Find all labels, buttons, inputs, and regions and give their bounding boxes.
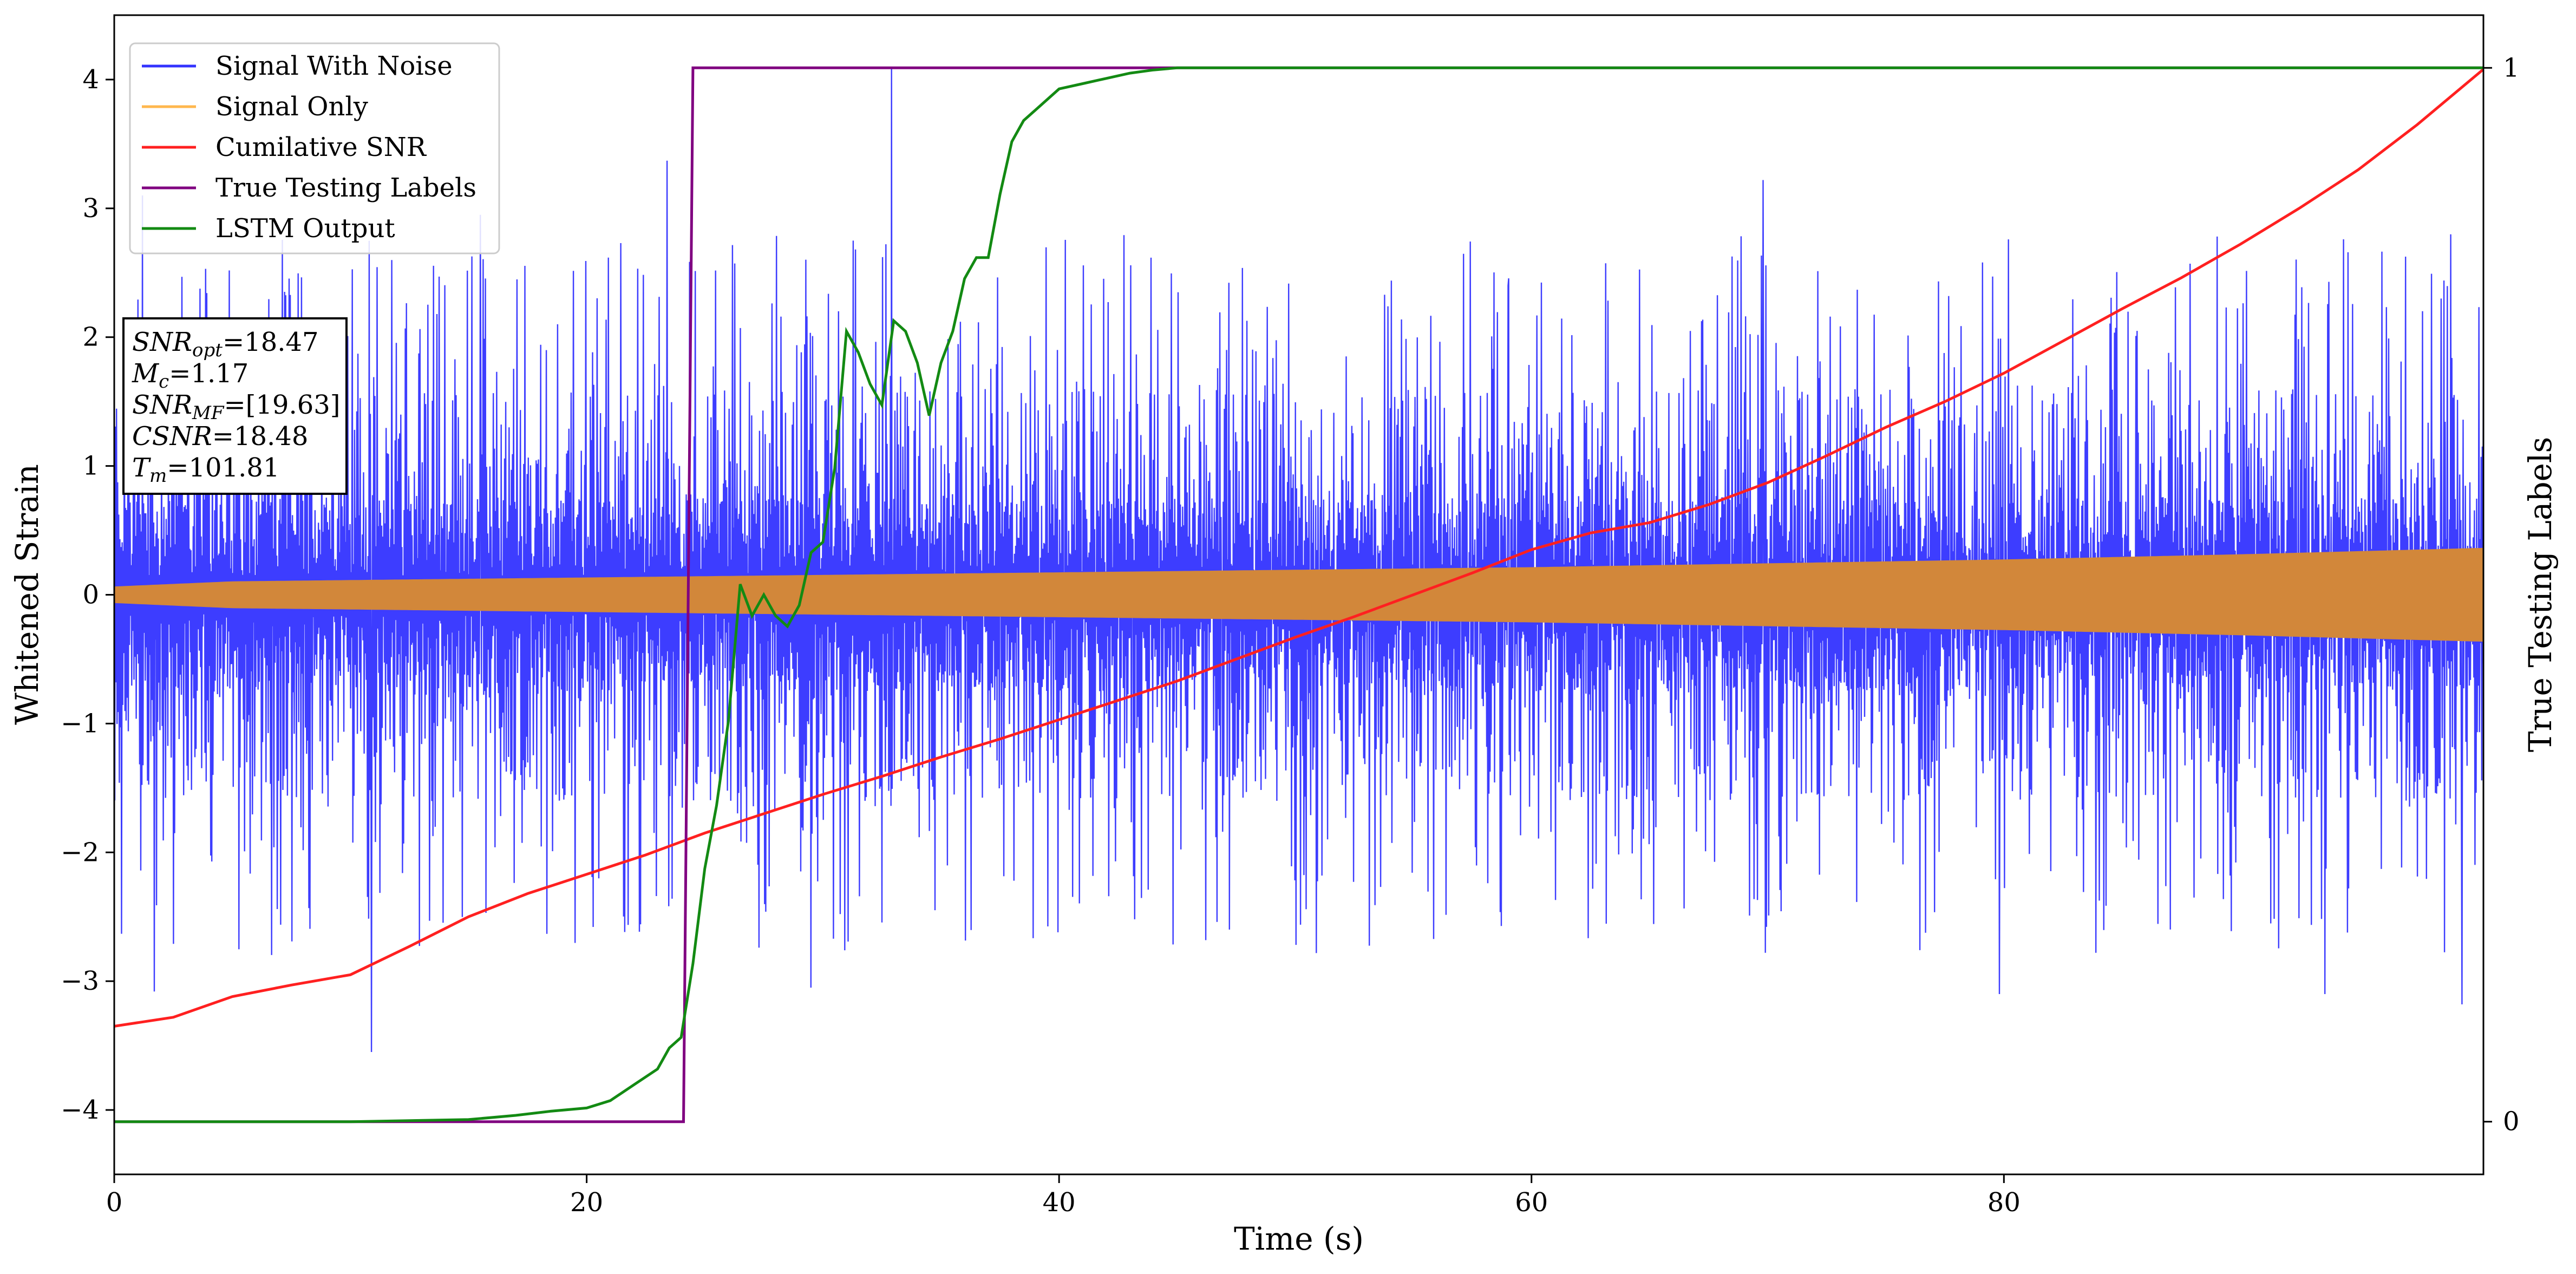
y-axis-label-right: True Testing Labels	[2522, 437, 2559, 752]
legend-label-lstm-output: LSTM Output	[215, 213, 395, 244]
annotation-subscript: c	[159, 371, 169, 393]
legend-label-true-testing-labels: True Testing Labels	[215, 173, 476, 203]
annotation-line-csnr: CSNR=18.48	[132, 421, 308, 452]
x-tick-label: 60	[1515, 1187, 1548, 1218]
annotation-value: =18.48	[212, 421, 309, 452]
x-axis-label: Time (s)	[1234, 1220, 1364, 1257]
legend-entry-signal-with-noise: Signal With Noise	[142, 51, 453, 81]
series-lstm-output	[114, 66, 2483, 1123]
y-tick-label-left: 4	[82, 64, 99, 95]
y-tick-label-right: 0	[2503, 1107, 2520, 1137]
annotation-subscript: m	[149, 465, 167, 487]
annotation-box	[122, 317, 348, 495]
series-signal-only	[114, 547, 2483, 642]
y-tick-label-left: 3	[82, 193, 99, 224]
annotation-value: =18.47	[223, 327, 319, 357]
annotation-subscript: opt	[192, 339, 223, 361]
legend-entry-signal-only: Signal Only	[142, 92, 368, 122]
annotation-line-snr-opt: SNRopt=18.47	[132, 327, 319, 361]
x-tick-label: 20	[570, 1187, 603, 1218]
y-tick-label-right: 1	[2503, 53, 2520, 83]
annotation-value: =1.17	[169, 358, 249, 389]
series-signal-with-noise	[114, 67, 2483, 1053]
annotation-name: M	[132, 358, 160, 389]
y-tick-label-left: −1	[61, 708, 99, 739]
legend-entry-cumilative-snr: Cumilative SNR	[142, 132, 427, 162]
x-tick-label: 0	[106, 1187, 123, 1218]
y-tick-label-left: 0	[82, 580, 99, 610]
y-tick-label-left: −2	[61, 837, 99, 867]
legend-box	[129, 42, 500, 254]
legend-entry-true-testing-labels: True Testing Labels	[142, 173, 476, 203]
y-tick-label-left: −3	[61, 966, 99, 996]
series-layer	[114, 66, 2483, 1123]
y-tick-label-left: −4	[61, 1095, 99, 1125]
legend-entry-lstm-output: LSTM Output	[142, 213, 395, 244]
annotation-value: =101.81	[167, 453, 279, 483]
annotation-name: T	[132, 453, 151, 483]
legend: Signal With Noise Signal Only Cumilative…	[129, 42, 500, 254]
annotation-name: SNR	[132, 390, 192, 420]
legend-label-cumilative-snr: Cumilative SNR	[215, 132, 427, 162]
y-tick-label-left: 2	[82, 322, 99, 352]
x-tick-label: 80	[1987, 1187, 2021, 1218]
series-cumilative-snr	[114, 68, 2483, 1028]
annotation-line-mc: Mc=1.17	[132, 358, 249, 393]
annotation-name: SNR	[132, 327, 192, 357]
x-tick-label: 40	[1043, 1187, 1076, 1218]
annotation-line-snr-mf: SNRMF=[19.63]	[132, 390, 341, 424]
annotation-value: =[19.63]	[224, 390, 340, 420]
annotation-subscript: MF	[192, 402, 225, 424]
y-tick-label-left: 1	[82, 451, 99, 481]
y-axis-label-left: Whitened Strain	[9, 464, 45, 725]
legend-label-signal-with-noise: Signal With Noise	[215, 51, 453, 81]
annotation-line-tm: Tm=101.81	[132, 453, 279, 487]
legend-label-signal-only: Signal Only	[215, 92, 368, 122]
snr-annotation-box: SNRopt=18.47 Mc=1.17 SNRMF=[19.63] CSNR=…	[122, 317, 348, 495]
annotation-name: CSNR	[132, 421, 212, 452]
